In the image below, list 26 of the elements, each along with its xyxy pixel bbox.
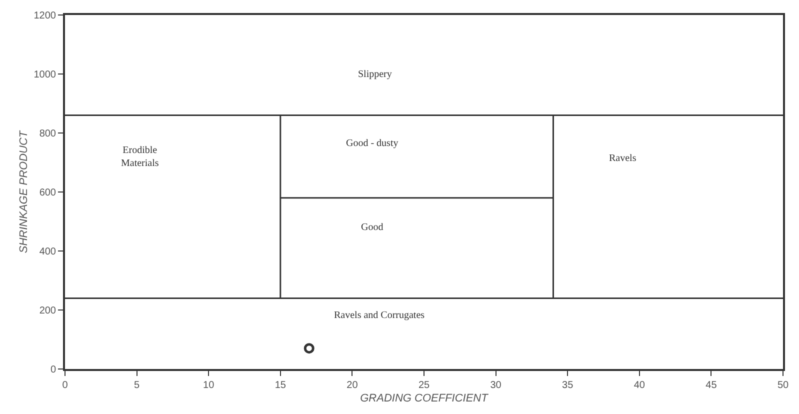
x-tick-label: 45 [706, 380, 718, 391]
x-tick-label: 5 [134, 380, 140, 391]
x-tick-label: 10 [203, 380, 215, 391]
x-axis-title: GRADING COEFFICIENT [360, 392, 490, 405]
y-tick-label: 800 [39, 128, 56, 140]
y-axis-title: SHRINKAGE PRODUCT [18, 130, 30, 254]
annotation: Erodible Materials [121, 145, 159, 169]
x-tick-label: 20 [346, 380, 358, 391]
x-tick-label: 30 [490, 380, 502, 391]
y-tick-label: 600 [39, 188, 56, 198]
x-tick-label: 0 [62, 380, 68, 391]
y-tick-label: 1000 [34, 70, 56, 80]
annotation: Good [361, 222, 384, 233]
annotation: Good - dusty [346, 138, 398, 149]
y-tick-label: 1200 [34, 10, 56, 22]
x-tick-label: 50 [777, 380, 789, 391]
annotation: Ravels and Corrugates [334, 310, 425, 321]
annotation: Slippery [358, 69, 392, 80]
x-tick-label: 40 [634, 380, 646, 391]
y-tick-label: 400 [39, 246, 56, 258]
x-tick-label: 35 [562, 380, 574, 391]
x-tick-label: 15 [274, 380, 286, 391]
y-tick-label: 200 [39, 306, 56, 316]
x-tick-label: 25 [418, 380, 430, 391]
y-tick-label: 0 [50, 364, 56, 376]
annotation: Ravels [609, 153, 636, 164]
